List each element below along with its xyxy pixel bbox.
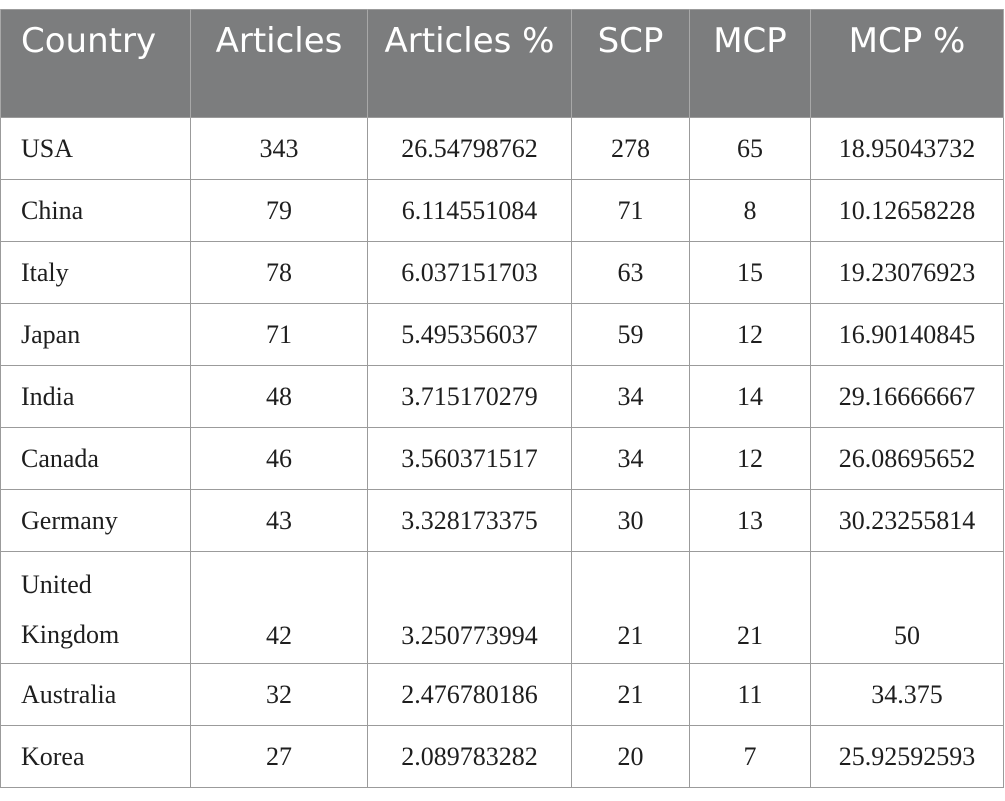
cell-articles-percent: 3.328173375: [367, 489, 572, 552]
cell-articles: 32: [190, 663, 368, 726]
cell-mcp: 8: [689, 179, 811, 242]
cell-country: Germany: [0, 489, 191, 552]
header-country: Country: [0, 9, 191, 118]
table-body: USA 343 26.54798762 278 65 18.95043732 C…: [0, 117, 1004, 788]
table-row: Japan 71 5.495356037 59 12 16.90140845: [0, 303, 1004, 366]
table-row: Germany 43 3.328173375 30 13 30.23255814: [0, 489, 1004, 552]
cell-mcp: 15: [689, 241, 811, 304]
table-row: China 79 6.114551084 71 8 10.12658228: [0, 179, 1004, 242]
cell-articles-percent: 2.089783282: [367, 725, 572, 788]
cell-articles: 71: [190, 303, 368, 366]
cell-mcp-percent: 34.375: [810, 663, 1004, 726]
cell-country: USA: [0, 117, 191, 180]
cell-scp: 20: [571, 725, 690, 788]
cell-articles: 78: [190, 241, 368, 304]
cell-country: Korea: [0, 725, 191, 788]
header-mcp: MCP: [689, 9, 811, 118]
header-row: Country Articles Articles % SCP MCP MCP …: [0, 9, 1004, 118]
cell-scp: 30: [571, 489, 690, 552]
cell-articles-percent: 6.114551084: [367, 179, 572, 242]
cell-articles: 48: [190, 365, 368, 428]
cell-scp: 71: [571, 179, 690, 242]
cell-mcp: 7: [689, 725, 811, 788]
cell-mcp-percent: 18.95043732: [810, 117, 1004, 180]
header-mcp-percent: MCP %: [810, 9, 1004, 118]
cell-country: Australia: [0, 663, 191, 726]
cell-articles: 43: [190, 489, 368, 552]
cell-scp: 278: [571, 117, 690, 180]
cell-country: Japan: [0, 303, 191, 366]
cell-scp: 21: [571, 551, 690, 664]
table-row: Australia 32 2.476780186 21 11 34.375: [0, 663, 1004, 726]
cell-mcp-percent: 10.12658228: [810, 179, 1004, 242]
cell-articles-percent: 3.560371517: [367, 427, 572, 490]
table-row: Korea 27 2.089783282 20 7 25.92592593: [0, 725, 1004, 788]
cell-scp: 59: [571, 303, 690, 366]
cell-articles-percent: 26.54798762: [367, 117, 572, 180]
cell-articles-percent: 3.715170279: [367, 365, 572, 428]
cell-articles-percent: 6.037151703: [367, 241, 572, 304]
cell-articles: 343: [190, 117, 368, 180]
cell-scp: 21: [571, 663, 690, 726]
table-row: Canada 46 3.560371517 34 12 26.08695652: [0, 427, 1004, 490]
cell-articles: 27: [190, 725, 368, 788]
header-scp: SCP: [571, 9, 690, 118]
cell-country: Italy: [0, 241, 191, 304]
cell-mcp: 21: [689, 551, 811, 664]
cell-articles: 42: [190, 551, 368, 664]
cell-articles: 79: [190, 179, 368, 242]
country-articles-table: Country Articles Articles % SCP MCP MCP …: [0, 9, 1004, 788]
cell-mcp: 14: [689, 365, 811, 428]
cell-mcp-percent: 16.90140845: [810, 303, 1004, 366]
cell-mcp: 13: [689, 489, 811, 552]
cell-articles-percent: 2.476780186: [367, 663, 572, 726]
cell-mcp: 12: [689, 303, 811, 366]
cell-country: India: [0, 365, 191, 428]
cell-mcp-percent: 29.16666667: [810, 365, 1004, 428]
cell-mcp: 11: [689, 663, 811, 726]
table-header: Country Articles Articles % SCP MCP MCP …: [0, 9, 1004, 118]
table-row: USA 343 26.54798762 278 65 18.95043732: [0, 117, 1004, 180]
cell-country: Canada: [0, 427, 191, 490]
cell-mcp-percent: 25.92592593: [810, 725, 1004, 788]
table-row: United Kingdom 42 3.250773994 21 21 50: [0, 551, 1004, 664]
cell-articles: 46: [190, 427, 368, 490]
cell-scp: 34: [571, 427, 690, 490]
header-articles: Articles: [190, 9, 368, 118]
data-table-container: Country Articles Articles % SCP MCP MCP …: [0, 9, 1004, 788]
cell-articles-percent: 3.250773994: [367, 551, 572, 664]
cell-articles-percent: 5.495356037: [367, 303, 572, 366]
cell-country: China: [0, 179, 191, 242]
cell-mcp-percent: 50: [810, 551, 1004, 664]
cell-mcp-percent: 19.23076923: [810, 241, 1004, 304]
cell-mcp-percent: 30.23255814: [810, 489, 1004, 552]
cell-scp: 63: [571, 241, 690, 304]
cell-mcp-percent: 26.08695652: [810, 427, 1004, 490]
cell-scp: 34: [571, 365, 690, 428]
header-articles-percent: Articles %: [367, 9, 572, 118]
cell-mcp: 65: [689, 117, 811, 180]
table-row: India 48 3.715170279 34 14 29.16666667: [0, 365, 1004, 428]
table-row: Italy 78 6.037151703 63 15 19.23076923: [0, 241, 1004, 304]
cell-country: United Kingdom: [0, 551, 191, 664]
cell-mcp: 12: [689, 427, 811, 490]
